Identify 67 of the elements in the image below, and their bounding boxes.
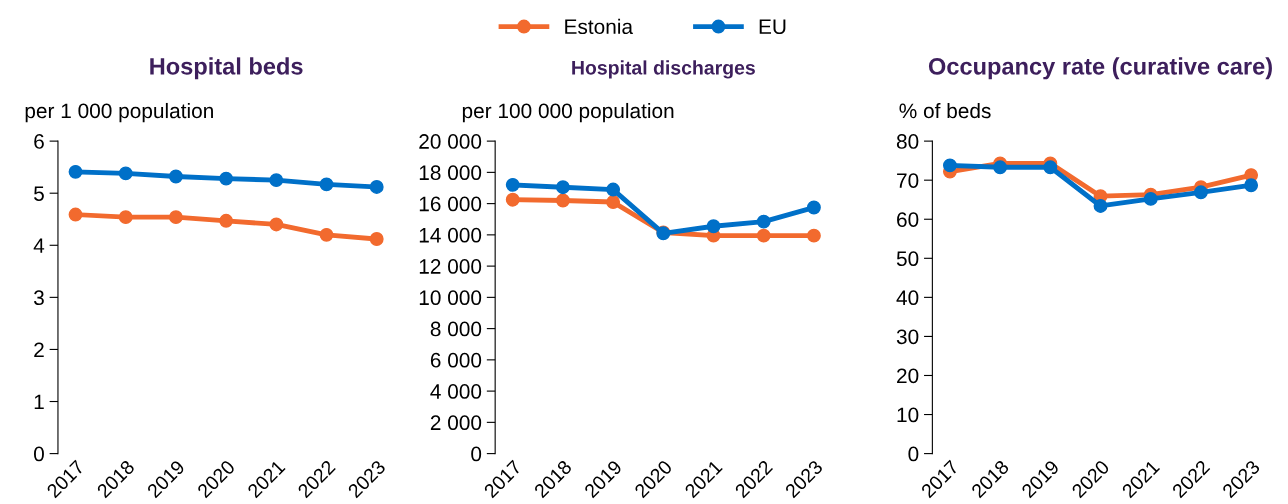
point xyxy=(168,169,183,184)
point xyxy=(168,210,183,225)
point xyxy=(606,195,621,209)
point xyxy=(269,217,284,232)
y-tick-label: 2 000 xyxy=(430,415,482,431)
point xyxy=(219,213,234,228)
y-tick-label: 50 xyxy=(896,251,919,267)
legend-label: EU xyxy=(759,19,786,35)
point xyxy=(68,207,83,222)
y-tick-label: 80 xyxy=(896,134,919,149)
y-tick-label: 14 000 xyxy=(419,227,482,243)
point xyxy=(118,166,133,181)
point xyxy=(1143,191,1158,206)
point xyxy=(555,193,570,208)
y-tick-label: 6 000 xyxy=(430,352,482,368)
y-tick-label: 0 xyxy=(908,446,919,462)
y-tick-label: 3 xyxy=(33,290,44,306)
point xyxy=(606,182,621,197)
point xyxy=(369,232,384,246)
y-tick-label: 2 xyxy=(34,342,44,357)
y-tick-label: 20 000 xyxy=(419,134,482,149)
legend-label: Estonia xyxy=(565,18,634,35)
point xyxy=(118,210,133,225)
y-tick-label: 70 xyxy=(897,173,919,188)
point xyxy=(1093,199,1108,213)
point xyxy=(1244,178,1259,193)
y-tick-label: 10 xyxy=(897,407,919,423)
y-tick-label: 4 xyxy=(33,238,45,253)
point xyxy=(756,214,771,229)
y-tick-label: 18 000 xyxy=(419,165,482,181)
y-tick-label: 0 xyxy=(33,446,44,462)
chart-title: Occupancy rate (curative care) xyxy=(928,57,1272,80)
point xyxy=(505,177,520,192)
point xyxy=(269,173,284,188)
y-tick-label: 0 xyxy=(471,446,482,462)
point xyxy=(756,228,771,243)
y-tick-label: 8 000 xyxy=(430,321,482,337)
point xyxy=(1193,185,1208,200)
point xyxy=(369,180,384,194)
y-tick-label: 5 xyxy=(34,186,44,201)
point xyxy=(806,228,821,243)
point xyxy=(555,180,570,195)
point xyxy=(942,158,957,173)
y-tick-label: 1 xyxy=(34,394,44,410)
y-tick-label: 4 000 xyxy=(430,384,482,399)
chart-title: Hospital discharges xyxy=(572,60,755,79)
y-tick-label: 60 xyxy=(897,212,919,227)
y-tick-label: 6 xyxy=(34,134,44,149)
point xyxy=(319,177,334,192)
y-axis-title: % of beds xyxy=(899,102,991,119)
y-tick-label: 40 xyxy=(896,290,919,306)
chart-title: Hospital beds xyxy=(150,57,303,80)
point xyxy=(706,219,721,234)
point xyxy=(505,192,520,207)
y-tick-label: 12 000 xyxy=(419,259,482,274)
point xyxy=(1043,160,1058,175)
point xyxy=(806,200,821,215)
y-axis-title: per 1 000 population xyxy=(25,102,213,123)
point xyxy=(219,171,234,186)
y-tick-label: 20 xyxy=(897,368,919,384)
point xyxy=(68,164,83,179)
y-tick-label: 10 000 xyxy=(419,290,482,306)
y-axis-title: per 100 000 population xyxy=(462,102,674,123)
point xyxy=(993,160,1008,175)
y-tick-label: 16 000 xyxy=(419,196,482,212)
y-tick-label: 30 xyxy=(896,329,919,345)
point xyxy=(319,227,334,242)
